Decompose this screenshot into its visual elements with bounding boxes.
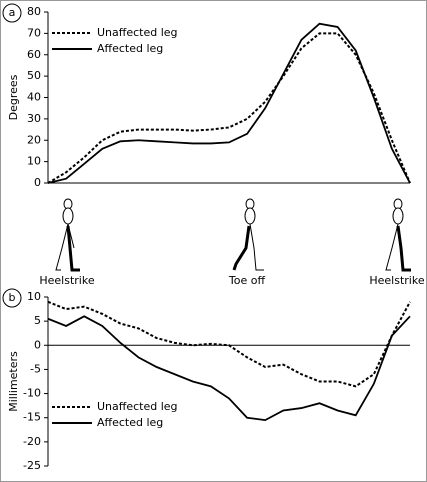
figure-heelstrike-2 xyxy=(385,198,411,272)
y-tick-label: -5 xyxy=(30,362,41,375)
y-tick-label: 5 xyxy=(34,314,41,327)
panel-label: a xyxy=(9,6,16,19)
phase-label: Heelstrike xyxy=(39,274,94,287)
series-line xyxy=(47,300,411,388)
legend-label: Unaffected leg xyxy=(97,26,178,39)
y-tick-label: 60 xyxy=(27,48,41,61)
y-tick-label: 0 xyxy=(34,338,41,351)
y-tick-label: 40 xyxy=(27,91,41,104)
panel-label-circle xyxy=(2,288,22,308)
y-tick-label: 10 xyxy=(27,290,41,303)
y-tick-label: -15 xyxy=(23,411,41,424)
figure-toe-off xyxy=(232,198,264,271)
y-tick-label: -10 xyxy=(23,387,41,400)
y-tick-label: 20 xyxy=(27,133,41,146)
panel-label: b xyxy=(9,291,16,304)
y-axis-label: Degrees xyxy=(7,74,20,120)
series-line xyxy=(47,315,411,422)
phase-label: Heelstrike xyxy=(369,274,424,287)
y-tick-label: 0 xyxy=(34,176,41,189)
series-line xyxy=(47,32,411,184)
y-tick-label: 30 xyxy=(27,112,41,125)
phase-label: Toe off xyxy=(228,274,266,287)
panel-label-circle xyxy=(2,3,22,23)
y-tick-label: 10 xyxy=(27,155,41,168)
legend-label: Unaffected leg xyxy=(97,400,178,413)
series-line xyxy=(47,22,411,184)
legend-label: Affected leg xyxy=(97,416,163,429)
y-tick-label: 80 xyxy=(27,5,41,18)
figure-heelstrike-1 xyxy=(55,198,80,272)
y-tick-label: 50 xyxy=(27,69,41,82)
y-tick-label: 70 xyxy=(27,26,41,39)
y-axis-label: Millimeters xyxy=(7,351,20,412)
y-tick-label: -25 xyxy=(23,459,41,472)
y-tick-label: -20 xyxy=(23,435,41,448)
legend-label: Affected leg xyxy=(97,42,163,55)
